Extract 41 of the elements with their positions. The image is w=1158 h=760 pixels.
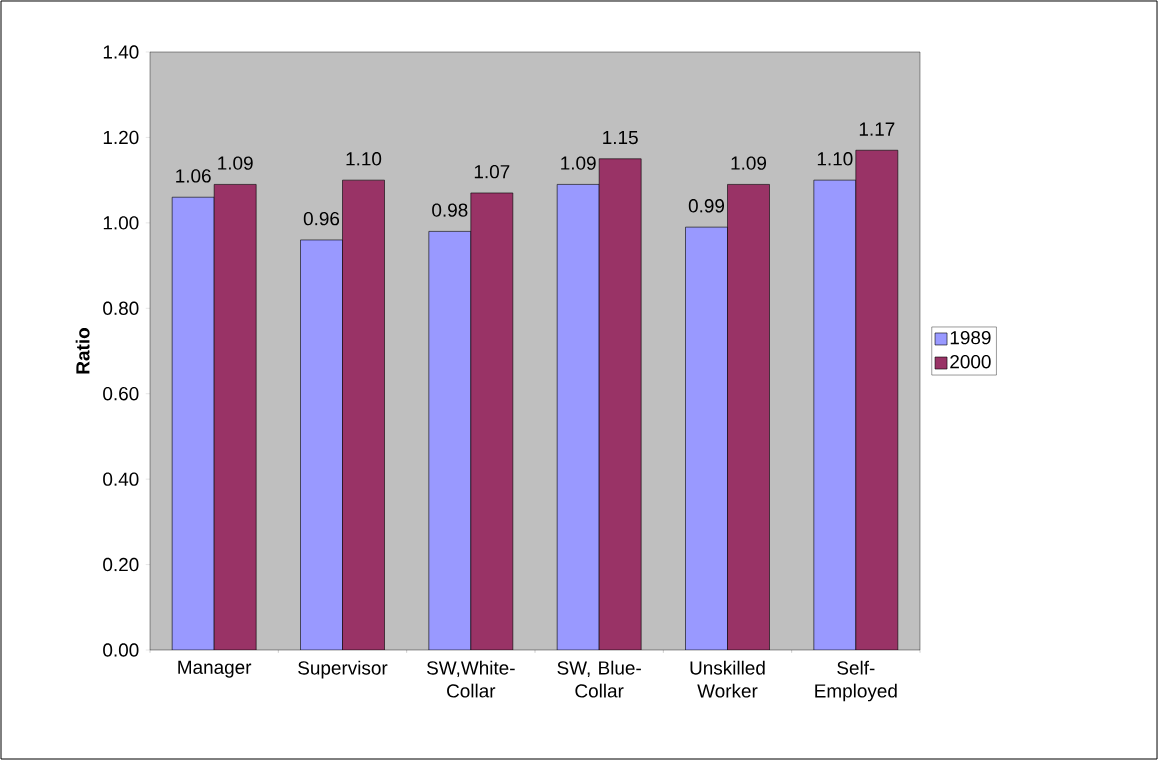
y-tick-label: 0.00 xyxy=(103,643,139,657)
data-label: 1.09 xyxy=(731,156,767,170)
data-label: 1.09 xyxy=(218,156,253,170)
data-label: 1.10 xyxy=(346,152,382,166)
bar xyxy=(685,227,728,650)
data-label: 0.99 xyxy=(688,199,725,213)
legend-label: 1989 xyxy=(950,330,991,345)
bar xyxy=(428,231,471,650)
x-tick-label: Self-Employed xyxy=(815,660,897,702)
bar xyxy=(214,184,257,650)
y-tick-label: 0.40 xyxy=(103,472,139,486)
bar xyxy=(470,192,513,650)
y-tick-label: 1.00 xyxy=(103,216,139,230)
data-label: 1.17 xyxy=(859,122,895,136)
x-tick-label: Supervisor xyxy=(298,660,388,679)
data-label: 1.06 xyxy=(176,169,211,183)
y-axis-title: Ratio xyxy=(75,328,90,374)
x-tick-label: Manager xyxy=(178,660,252,678)
bar xyxy=(599,158,642,650)
data-label: 1.15 xyxy=(603,130,638,145)
data-label: 1.09 xyxy=(561,156,596,170)
x-tick-label: Unskilled Worker xyxy=(690,660,765,698)
bar xyxy=(300,239,343,650)
data-label: 1.10 xyxy=(817,152,853,166)
bar xyxy=(172,197,215,650)
bar xyxy=(813,179,857,650)
data-label: 0.98 xyxy=(432,203,468,217)
x-tick-label: SW,White-Collar xyxy=(427,660,515,698)
y-tick-label: 1.40 xyxy=(103,45,139,59)
y-tick-label: 1.20 xyxy=(103,130,139,145)
y-tick-label: 0.60 xyxy=(103,387,139,401)
y-tick-label: 0.80 xyxy=(103,301,139,315)
bar xyxy=(727,184,770,650)
x-tick-label: SW, Blue-Collar xyxy=(557,660,641,698)
bar xyxy=(342,180,385,650)
bar xyxy=(855,149,899,650)
bar xyxy=(557,184,600,650)
legend-label: 2000 xyxy=(950,354,991,369)
data-label: 1.07 xyxy=(474,164,510,179)
y-tick-label: 0.20 xyxy=(103,557,139,572)
data-label: 0.96 xyxy=(303,211,340,226)
